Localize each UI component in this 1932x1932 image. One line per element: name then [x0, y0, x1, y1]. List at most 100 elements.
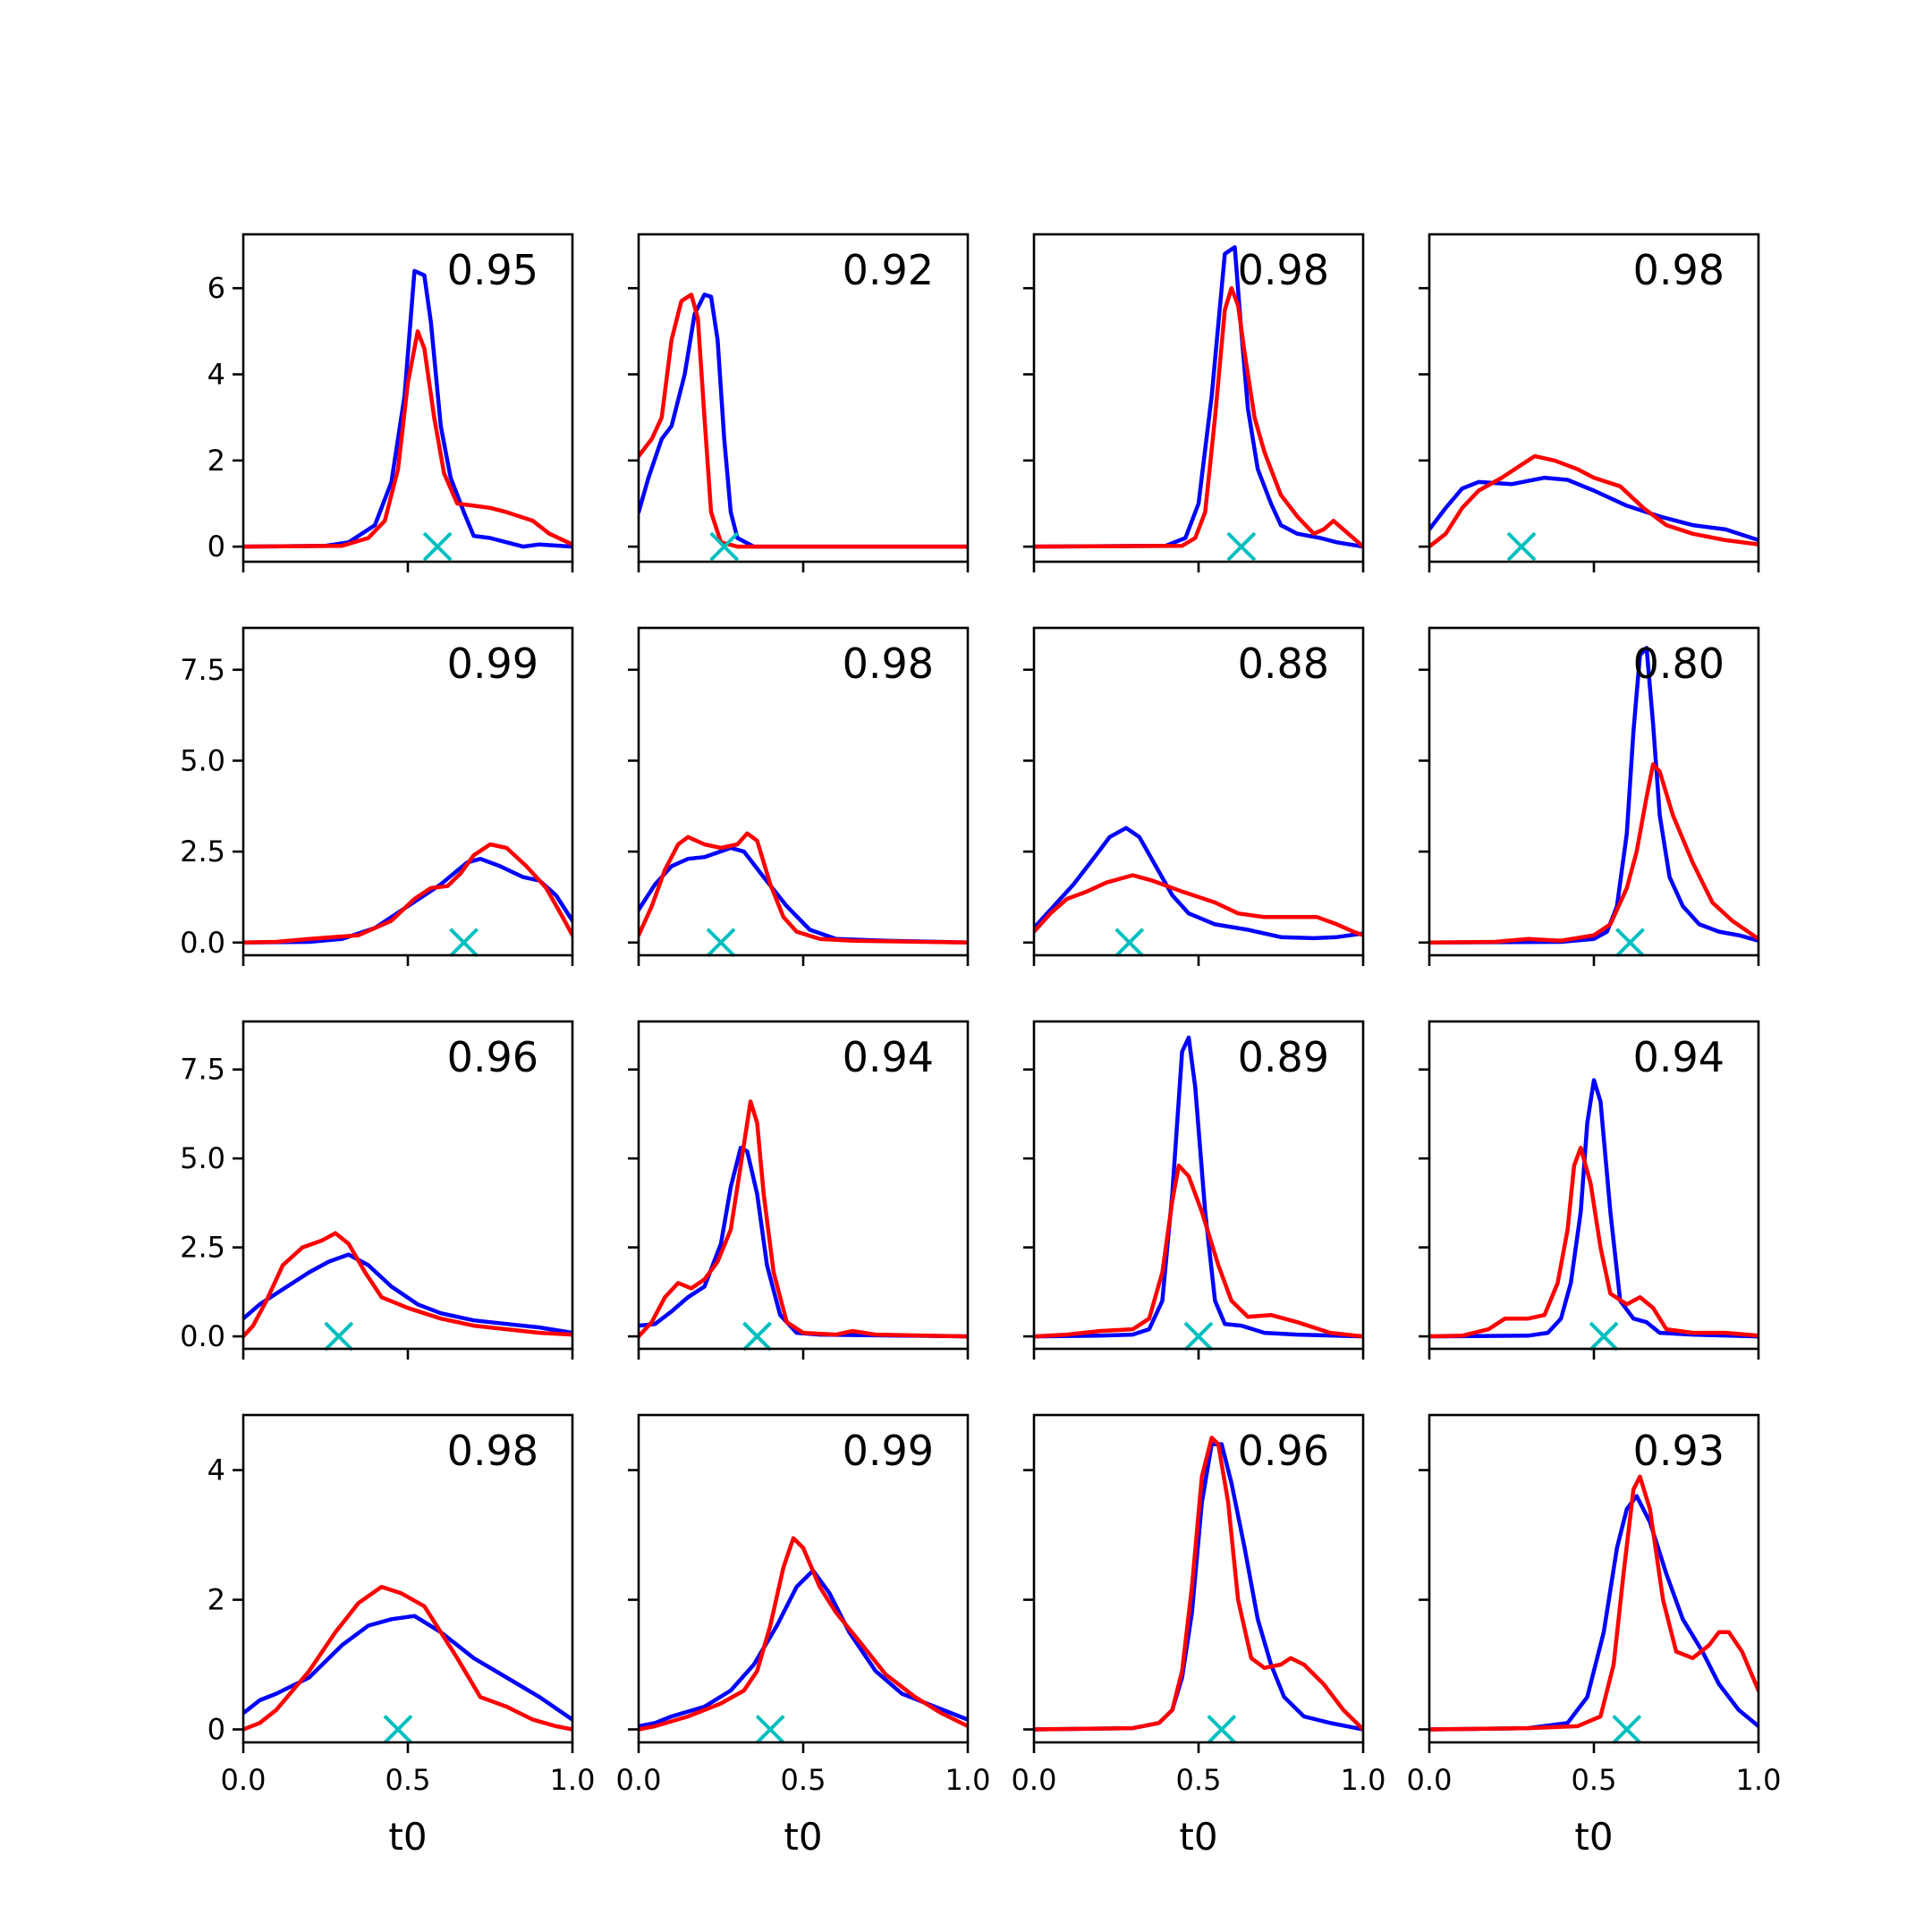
- y-tick-label: 2.5: [180, 835, 225, 869]
- true-t0-marker: [1615, 928, 1645, 958]
- red-series-line: [243, 1231, 572, 1339]
- true-t0-marker: [1207, 1715, 1237, 1744]
- true-t0-marker-stroke: [1226, 531, 1257, 562]
- blue-series-line: [1034, 1035, 1363, 1339]
- score-label: 0.96: [447, 1033, 538, 1081]
- true-t0-marker: [742, 1321, 772, 1352]
- blue-series-line: [243, 268, 572, 549]
- y-tick-label: 0: [208, 1713, 225, 1747]
- true-t0-marker-stroke: [1612, 1715, 1642, 1744]
- blue-series-line: [243, 1252, 572, 1335]
- x-tick-label: 0.5: [781, 1763, 826, 1797]
- true-t0-marker-stroke: [422, 531, 453, 562]
- true-t0-marker: [755, 1715, 785, 1744]
- x-tick-label: 1.0: [1341, 1763, 1386, 1797]
- score-label: 0.92: [843, 246, 934, 294]
- true-t0-marker-stroke: [324, 1321, 354, 1352]
- true-t0-marker: [449, 928, 479, 958]
- panel-5: 0.99 0.0 2.5 5.0 7.5: [180, 626, 574, 966]
- true-t0-marker: [1183, 1321, 1214, 1352]
- true-t0-marker: [1612, 1715, 1642, 1744]
- panel-8: 0.80: [1419, 626, 1760, 966]
- score-label: 0.98: [1238, 246, 1329, 294]
- true-t0-marker-stroke: [1183, 1321, 1214, 1352]
- x-axis-label: t0: [388, 1815, 427, 1859]
- true-t0-marker-stroke: [1114, 928, 1145, 958]
- blue-series-line: [243, 856, 572, 945]
- score-label: 0.98: [447, 1427, 538, 1475]
- score-label: 0.99: [447, 640, 538, 688]
- blue-series-line: [1429, 475, 1758, 543]
- true-t0-marker-stroke: [449, 928, 479, 958]
- true-t0-marker-stroke: [755, 1715, 785, 1744]
- y-tick-label: 2.5: [180, 1231, 225, 1265]
- true-t0-marker: [1589, 1321, 1619, 1352]
- x-tick-label: 0.0: [1012, 1763, 1057, 1797]
- red-series-line: [639, 1536, 968, 1732]
- blue-series-line: [1034, 1442, 1363, 1732]
- panel-16: 0.93 0.0 0.5 1.0 t0: [1407, 1413, 1781, 1859]
- x-tick-label: 1.0: [550, 1763, 596, 1797]
- score-label: 0.95: [447, 246, 538, 294]
- true-t0-marker: [422, 531, 453, 562]
- true-t0-marker: [709, 531, 740, 562]
- panel-11: 0.89: [1023, 1020, 1365, 1360]
- y-tick-label: 2: [208, 1583, 225, 1617]
- blue-series-line: [243, 1614, 572, 1722]
- blue-series-line: [1429, 1494, 1758, 1732]
- score-label: 0.80: [1633, 640, 1724, 688]
- panel-10: 0.94: [628, 1020, 970, 1360]
- x-tick-label: 0.0: [616, 1763, 662, 1797]
- score-label: 0.98: [843, 640, 934, 688]
- y-tick-label: 7.5: [180, 653, 225, 687]
- panel-9: 0.96 0.0 2.5 5.0 7.5: [180, 1020, 574, 1360]
- x-tick-label: 1.0: [945, 1763, 991, 1797]
- panel-6: 0.98: [628, 626, 970, 966]
- true-t0-marker-stroke: [1589, 1321, 1619, 1352]
- true-t0-marker: [1114, 928, 1145, 958]
- true-t0-marker-stroke: [1207, 1715, 1237, 1744]
- true-t0-marker-stroke: [383, 1715, 413, 1744]
- blue-series-line: [1034, 826, 1363, 941]
- panel-2: 0.92: [628, 233, 970, 572]
- panel-3: 0.98: [1023, 233, 1365, 572]
- y-tick-label: 4: [208, 358, 225, 392]
- score-label: 0.94: [843, 1033, 934, 1081]
- x-axis-label: t0: [1574, 1815, 1613, 1859]
- x-tick-label: 0.5: [1572, 1763, 1617, 1797]
- blue-series-line: [1429, 646, 1758, 945]
- true-t0-marker: [706, 928, 736, 958]
- true-t0-marker-stroke: [709, 531, 740, 562]
- y-tick-label: 2: [208, 444, 225, 478]
- y-tick-label: 7.5: [180, 1053, 225, 1087]
- red-series-line: [1034, 873, 1363, 937]
- panel-4: 0.98: [1419, 233, 1760, 572]
- x-axis-label: t0: [784, 1815, 822, 1859]
- score-label: 0.93: [1633, 1427, 1724, 1475]
- y-tick-label: 0.0: [180, 1319, 225, 1353]
- red-series-line: [639, 292, 968, 549]
- x-tick-label: 0.0: [221, 1763, 267, 1797]
- blue-series-line: [639, 292, 968, 549]
- red-series-line: [243, 1584, 572, 1732]
- blue-series-line: [639, 1568, 968, 1729]
- panel-15: 0.96 0.0 0.5 1.0 t0: [1012, 1413, 1386, 1859]
- red-series-line: [1429, 762, 1758, 945]
- true-t0-marker-stroke: [706, 928, 736, 958]
- red-series-line: [639, 1099, 968, 1339]
- red-series-line: [1429, 453, 1758, 549]
- panel-7: 0.88: [1023, 626, 1365, 966]
- true-t0-marker: [1226, 531, 1257, 562]
- y-tick-label: 0.0: [180, 926, 225, 960]
- x-tick-label: 0.5: [386, 1763, 431, 1797]
- x-tick-label: 0.5: [1176, 1763, 1222, 1797]
- y-tick-label: 0: [208, 530, 225, 564]
- y-tick-label: 6: [208, 271, 225, 305]
- red-series-line: [1429, 1474, 1758, 1732]
- red-series-line: [1034, 285, 1363, 549]
- red-series-line: [243, 329, 572, 549]
- y-tick-label: 4: [208, 1453, 225, 1487]
- score-label: 0.98: [1633, 246, 1724, 294]
- score-label: 0.94: [1633, 1033, 1724, 1081]
